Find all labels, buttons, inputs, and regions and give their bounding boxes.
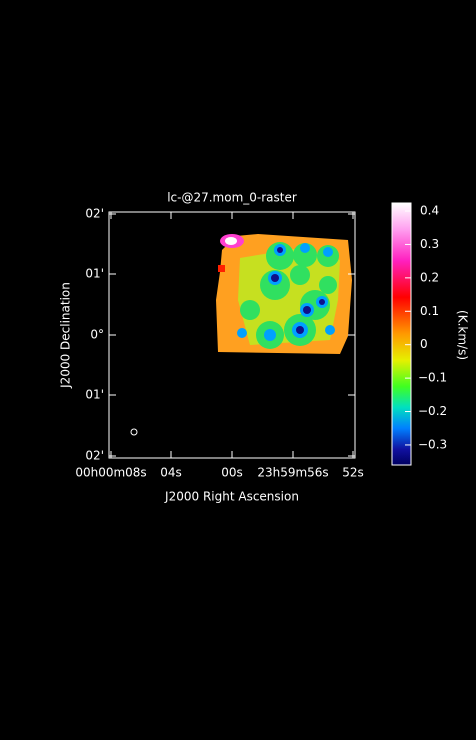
x-tick-label: 00h00m08s [75,466,146,480]
colorbar-tick-label: 0.4 [420,204,439,218]
x-tick-label: 04s [160,466,182,480]
ticks: 00h00m08s 04s 00s 23h59m56s 52s 02' 01' 0° 01' 02… [75,204,447,480]
colorbar-tick-label: −0.2 [418,404,447,418]
raster [130,234,352,436]
y-tick-label: 01' [85,267,104,281]
x-tick-label: 52s [342,466,364,480]
colorbar-tick-label: −0.3 [418,437,447,451]
y-tick-label: 02' [85,449,104,463]
colorbar-tick-label: 0.3 [420,237,439,251]
colorbar-label: (K.km/s) [456,310,470,360]
colorbar-tick-label: −0.1 [418,371,447,385]
colorbar [391,202,412,466]
plot-title: lc-@27.mom_0-raster [167,191,297,205]
colorbar-tick-label: 0 [420,337,428,351]
y-tick-label: 01' [85,388,104,402]
x-axis-label: J2000 Right Ascension [164,490,299,504]
y-tick-label: 02' [85,207,104,221]
y-axis-label: J2000 Declination [59,282,73,389]
x-tick-label: 23h59m56s [257,466,328,480]
colorbar-tick-label: 0.2 [420,270,439,284]
x-tick-label: 00s [221,466,243,480]
colorbar-tick-label: 0.1 [420,304,439,318]
y-tick-label: 0° [90,328,104,342]
